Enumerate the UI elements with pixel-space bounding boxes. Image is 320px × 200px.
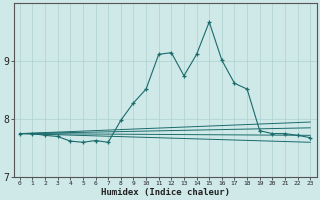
- X-axis label: Humidex (Indice chaleur): Humidex (Indice chaleur): [100, 188, 229, 197]
